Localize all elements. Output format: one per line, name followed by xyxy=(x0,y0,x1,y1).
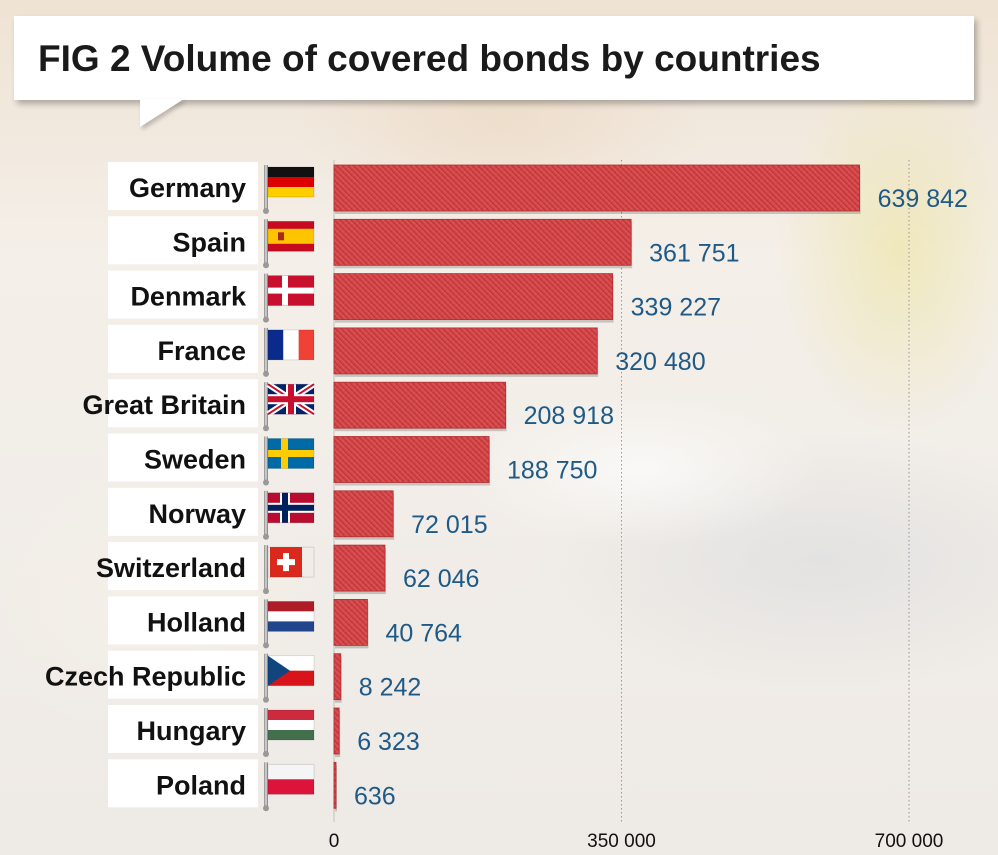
denmark-flag-icon xyxy=(263,273,315,323)
category-label: Germany xyxy=(129,173,246,203)
bar xyxy=(333,544,386,592)
great-britain-flag-icon xyxy=(263,381,316,432)
value-label: 208 918 xyxy=(524,402,614,430)
chart-title: FIG 2 Volume of covered bonds by countri… xyxy=(38,38,821,79)
category-label-background xyxy=(108,705,258,753)
czech-republic-flag-icon xyxy=(263,653,315,703)
category-label: Great Britain xyxy=(82,390,246,420)
category-label-background xyxy=(108,162,258,210)
category-label-background xyxy=(108,759,258,808)
category-label-background xyxy=(108,596,258,645)
bar xyxy=(333,436,490,483)
value-label: 361 751 xyxy=(649,239,739,267)
title-callout xyxy=(14,16,974,100)
sweden-flag-icon xyxy=(263,436,315,486)
category-label-background xyxy=(108,270,258,319)
bar xyxy=(333,707,340,755)
value-label: 40 764 xyxy=(385,619,462,647)
category-label: Sweden xyxy=(144,445,246,475)
bar xyxy=(333,164,860,212)
x-tick-label: 350 000 xyxy=(587,831,656,852)
bar xyxy=(333,218,632,266)
category-label: France xyxy=(157,336,246,366)
value-label: 636 xyxy=(354,782,396,810)
title-callout-tail xyxy=(140,99,184,127)
category-label-background xyxy=(108,379,258,428)
category-label: Switzerland xyxy=(96,553,246,583)
value-label: 6 323 xyxy=(357,728,420,756)
france-flag-icon xyxy=(263,327,315,377)
hungary-flag-icon xyxy=(263,708,315,757)
bar xyxy=(333,381,507,429)
poland-flag-icon xyxy=(263,762,315,812)
category-label: Hungary xyxy=(136,716,246,746)
category-label-background xyxy=(108,542,258,591)
category-label: Poland xyxy=(156,770,246,800)
x-tick-label: 700 000 xyxy=(875,831,944,852)
bar xyxy=(333,653,342,701)
category-label: Norway xyxy=(148,499,246,529)
category-label-background xyxy=(108,650,258,699)
spain-flag-icon xyxy=(263,219,315,269)
category-label-background xyxy=(108,487,258,536)
value-label: 72 015 xyxy=(411,511,487,539)
category-label-background xyxy=(108,216,258,265)
category-label: Holland xyxy=(147,607,246,637)
germany-flag-icon xyxy=(263,165,315,214)
value-label: 639 842 xyxy=(878,185,968,213)
category-label: Spain xyxy=(172,227,246,257)
value-label: 320 480 xyxy=(615,348,705,376)
value-label: 62 046 xyxy=(403,565,479,593)
value-label: 8 242 xyxy=(359,674,422,702)
value-label: 188 750 xyxy=(507,457,597,485)
category-label-background xyxy=(108,324,258,373)
bar xyxy=(333,599,368,646)
category-label: Denmark xyxy=(130,282,247,312)
bar xyxy=(333,327,598,375)
value-label: 339 227 xyxy=(631,294,721,322)
category-label: Czech Republic xyxy=(45,662,246,692)
bar xyxy=(333,761,337,809)
x-tick-label: 0 xyxy=(329,831,340,852)
bar xyxy=(333,490,394,538)
bar xyxy=(333,273,614,321)
holland-flag-icon xyxy=(263,599,315,649)
category-label-background xyxy=(108,433,258,482)
switzerland-flag-icon xyxy=(263,545,315,595)
norway-flag-icon xyxy=(263,490,315,540)
